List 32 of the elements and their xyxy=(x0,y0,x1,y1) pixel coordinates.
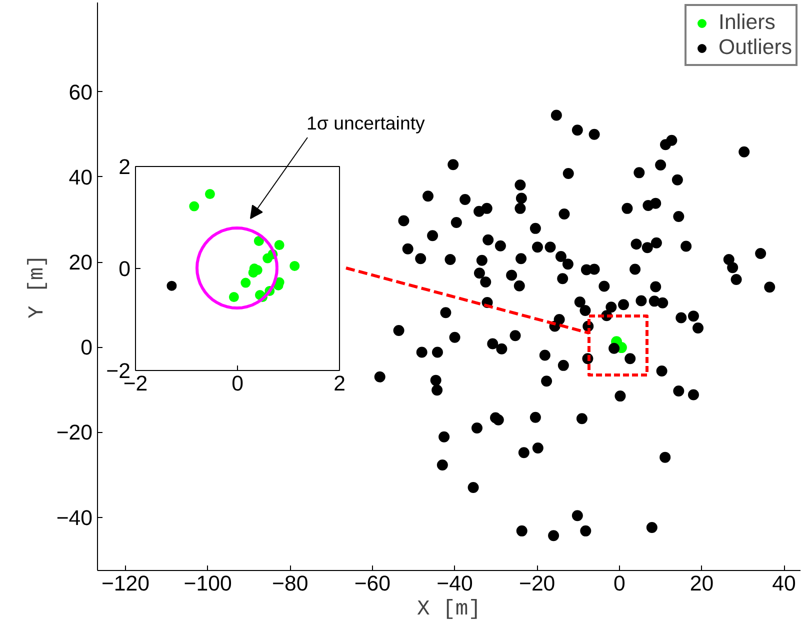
x-tick-label: −60 xyxy=(354,572,391,596)
y-axis-title: Y [m] xyxy=(25,254,50,318)
point xyxy=(290,260,300,271)
point xyxy=(274,240,284,250)
y-tick-label: 20 xyxy=(68,250,93,275)
x-axis-title: X [m] xyxy=(417,598,482,622)
x-tick-label: 2 xyxy=(334,372,346,396)
legend-label: Outliers xyxy=(718,35,792,60)
x-tick-label: 0 xyxy=(232,372,244,396)
y-tick-label: −20 xyxy=(56,420,93,445)
x-tick-label: 40 xyxy=(772,572,796,596)
point xyxy=(189,201,200,212)
x-tick-label: −100 xyxy=(184,572,232,596)
y-tick-label: 40 xyxy=(68,165,93,190)
point xyxy=(254,236,264,246)
x-tick-label: 0 xyxy=(613,572,626,596)
x-tick-label: 20 xyxy=(690,572,714,596)
point xyxy=(204,189,215,200)
x-tick-label: −120 xyxy=(101,572,150,596)
x-tick-label: −40 xyxy=(436,572,473,596)
y-tick-label: 2 xyxy=(118,155,131,179)
x-tick-label: −80 xyxy=(272,572,308,596)
x-tick-label: −20 xyxy=(518,572,556,596)
y-tick-label: 60 xyxy=(68,80,93,104)
point xyxy=(166,280,177,291)
point xyxy=(240,278,251,288)
y-tick-label: 0 xyxy=(118,257,131,281)
y-tick-label: 0 xyxy=(80,336,93,360)
legend-label: Inliers xyxy=(718,10,776,35)
point xyxy=(228,292,239,302)
y-tick-label: −40 xyxy=(56,506,93,530)
annotation: 1σ uncertainty xyxy=(306,112,426,134)
